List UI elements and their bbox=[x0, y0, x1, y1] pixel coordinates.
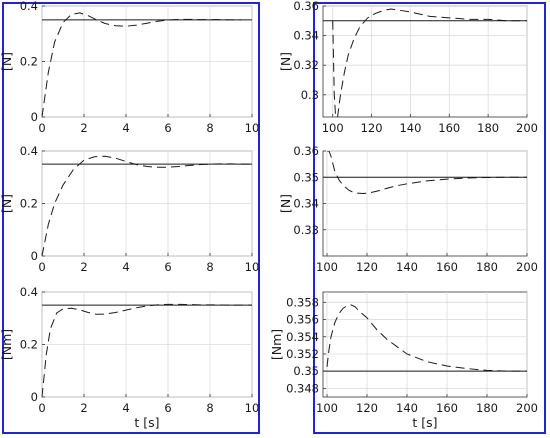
y-tick-label: 0 bbox=[31, 249, 38, 263]
x-tick-label: 8 bbox=[206, 121, 213, 135]
panel-left-middle: 0 2 4 6 8 10 0 0.2 0.4 [N] bbox=[0, 144, 259, 274]
x-tick-label: 140 bbox=[399, 121, 421, 135]
y-axis-label: [Nm] bbox=[269, 329, 284, 360]
series-group bbox=[323, 151, 527, 195]
response-curve bbox=[326, 304, 527, 372]
x-axis-label: t [s] bbox=[134, 415, 159, 430]
y-tick-label: 0 bbox=[31, 110, 38, 124]
y-tick-label: 0.36 bbox=[293, 144, 319, 158]
y-tick-label: 0.32 bbox=[293, 58, 319, 72]
panel-right-middle: 100 120 140 160 180 200 0.33 0.34 0.35 0.36 [N] bbox=[278, 144, 538, 274]
x-tick-label: 160 bbox=[436, 260, 458, 274]
series-group bbox=[42, 155, 252, 256]
x-tick-label: 0 bbox=[38, 121, 45, 135]
y-axis-label: [N] bbox=[278, 194, 293, 213]
y-tick-label: 0.33 bbox=[293, 223, 319, 237]
response-curve bbox=[327, 151, 527, 195]
x-tick-label: 200 bbox=[516, 401, 538, 415]
x-tick-label: 4 bbox=[122, 401, 129, 415]
y-tick-label: 0.356 bbox=[286, 313, 319, 327]
panel-left-bottom: 0 2 4 6 8 10 0 0.2 0.4 [Nm] t [s] bbox=[0, 285, 259, 430]
x-tick-label: 4 bbox=[122, 260, 129, 274]
y-tick-label: 0.4 bbox=[20, 0, 38, 13]
x-tick-label: 2 bbox=[80, 401, 87, 415]
series-group bbox=[323, 304, 527, 372]
x-tick-label: 10 bbox=[245, 260, 260, 274]
y-tick-label: 0.352 bbox=[286, 347, 319, 361]
response-curve bbox=[42, 12, 242, 117]
y-tick-label: 0.34 bbox=[293, 29, 319, 43]
x-tick-label: 160 bbox=[436, 401, 458, 415]
y-tick-label: 0.4 bbox=[20, 285, 38, 299]
response-curve bbox=[332, 8, 527, 117]
x-tick-label: 180 bbox=[476, 260, 498, 274]
x-tick-label: 8 bbox=[206, 401, 213, 415]
y-tick-label: 0.354 bbox=[286, 330, 319, 344]
panel-right-bottom: 100 120 140 160 180 200 0.348 0.35 0.352 0.354 0.3… bbox=[269, 291, 538, 430]
y-tick-label: 0.2 bbox=[20, 55, 38, 69]
x-tick-label: 6 bbox=[164, 260, 171, 274]
x-axis-label: t [s] bbox=[412, 415, 437, 430]
y-axis-label: [N] bbox=[0, 52, 14, 71]
y-tick-label: 0.2 bbox=[20, 197, 38, 211]
panel-right-top: 100 120 140 160 180 200 0.3 0.32 0.34 0.36 [N] bbox=[278, 0, 538, 135]
x-tick-label: 10 bbox=[245, 121, 260, 135]
y-tick-label: 0 bbox=[31, 390, 38, 404]
x-tick-label: 100 bbox=[316, 260, 338, 274]
x-tick-label: 120 bbox=[356, 260, 378, 274]
x-tick-label: 200 bbox=[516, 260, 538, 274]
x-tick-label: 100 bbox=[316, 401, 338, 415]
x-tick-label: 2 bbox=[80, 260, 87, 274]
plot-area bbox=[322, 291, 528, 398]
x-tick-label: 6 bbox=[164, 401, 171, 415]
panel-left-top: 0 2 4 6 8 10 0 0.2 0.4 [N] bbox=[0, 0, 259, 135]
x-tick-label: 10 bbox=[245, 401, 260, 415]
series-group bbox=[323, 8, 527, 117]
y-axis-label: [N] bbox=[278, 52, 293, 71]
x-tick-label: 0 bbox=[38, 260, 45, 274]
x-tick-label: 140 bbox=[396, 260, 418, 274]
x-tick-label: 180 bbox=[477, 121, 499, 135]
x-tick-label: 100 bbox=[322, 121, 344, 135]
y-tick-label: 0.4 bbox=[20, 144, 38, 158]
y-tick-label: 0.35 bbox=[293, 364, 319, 378]
x-tick-label: 180 bbox=[476, 401, 498, 415]
y-tick-label: 0.34 bbox=[293, 197, 319, 211]
x-tick-label: 160 bbox=[438, 121, 460, 135]
x-tick-label: 140 bbox=[396, 401, 418, 415]
y-tick-label: 0.2 bbox=[20, 338, 38, 352]
y-tick-label: 0.348 bbox=[286, 381, 319, 395]
x-tick-label: 120 bbox=[356, 401, 378, 415]
y-tick-label: 0.3 bbox=[301, 88, 319, 102]
y-axis-label: [N] bbox=[0, 194, 14, 213]
y-tick-label: 0.36 bbox=[293, 0, 319, 13]
y-axis-label: [Nm] bbox=[0, 329, 14, 360]
x-tick-label: 8 bbox=[206, 260, 213, 274]
series-group bbox=[42, 12, 252, 117]
x-tick-label: 4 bbox=[122, 121, 129, 135]
left-column-frame bbox=[2, 2, 260, 434]
plot-area bbox=[322, 5, 528, 118]
series-group bbox=[42, 303, 252, 397]
response-curve bbox=[42, 155, 252, 256]
y-tick-label: 0.358 bbox=[286, 295, 319, 309]
x-tick-label: 0 bbox=[38, 401, 45, 415]
right-column-frame bbox=[313, 2, 546, 434]
x-tick-label: 6 bbox=[164, 121, 171, 135]
x-tick-label: 120 bbox=[361, 121, 383, 135]
x-tick-label: 200 bbox=[516, 121, 538, 135]
x-tick-label: 2 bbox=[80, 121, 87, 135]
response-curve bbox=[42, 303, 252, 397]
y-tick-label: 0.35 bbox=[293, 170, 319, 184]
